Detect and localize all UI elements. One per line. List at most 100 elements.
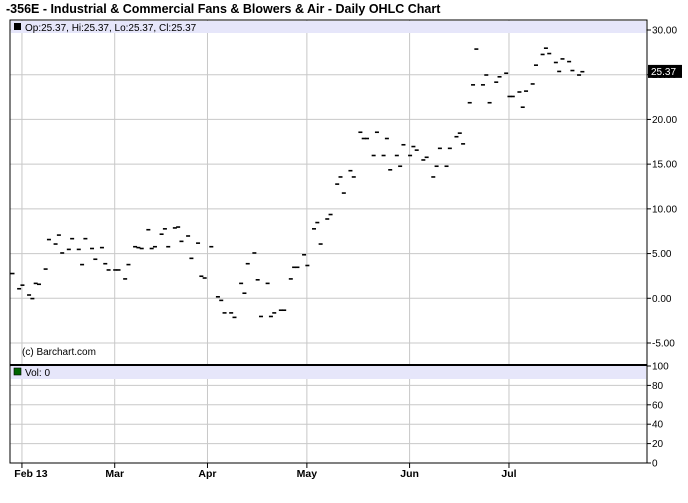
- ohlc-mark: [338, 176, 343, 178]
- ohlc-mark: [570, 69, 575, 72]
- price-tick-label: 20.00: [652, 115, 677, 126]
- volume-legend-band: [11, 366, 646, 379]
- price-tick-label: 30.00: [652, 26, 677, 37]
- ohlc-mark: [37, 283, 42, 286]
- volume-tick-label: 100: [652, 362, 669, 373]
- ohlc-mark: [533, 64, 538, 66]
- price-tick-label: -5.00: [652, 339, 675, 350]
- ohlc-mark: [288, 278, 293, 280]
- ohlc-mark: [278, 309, 283, 312]
- ohlc-mark: [457, 132, 462, 134]
- ohlc-mark: [189, 257, 194, 260]
- ohlc-mark: [381, 154, 386, 157]
- x-month-label: Jun: [400, 468, 419, 480]
- ohlc-mark: [17, 287, 22, 290]
- ohlc-legend-icon: [14, 23, 21, 30]
- ohlc-mark: [524, 90, 529, 92]
- ohlc-mark: [358, 131, 363, 134]
- ohlc-mark: [292, 266, 297, 269]
- ohlc-mark: [543, 47, 548, 49]
- volume-legend-label: Vol: 0: [25, 368, 50, 379]
- last-price-marker: 25.37: [648, 64, 682, 78]
- ohlc-mark: [229, 312, 234, 314]
- ohlc-mark: [553, 61, 558, 64]
- volume-panel-frame: [9, 364, 648, 464]
- ohlc-mark: [56, 234, 61, 236]
- ohlc-mark: [20, 284, 25, 286]
- ohlc-mark: [414, 149, 419, 151]
- ohlc-mark: [202, 277, 207, 279]
- volume-tick-label: 0: [652, 459, 658, 470]
- ohlc-mark: [146, 228, 151, 231]
- ohlc-mark: [116, 269, 121, 271]
- ohlc-mark: [520, 106, 525, 109]
- ohlc-mark: [252, 252, 257, 254]
- ohlc-mark: [474, 48, 479, 50]
- ohlc-mark: [398, 165, 403, 168]
- ohlc-mark: [215, 295, 220, 298]
- ohlc-mark: [162, 228, 167, 230]
- ohlc-mark: [152, 245, 157, 248]
- ohlc-mark: [431, 176, 436, 178]
- price-tick-label: 15.00: [652, 160, 677, 171]
- ohlc-mark: [384, 137, 389, 140]
- ohlc-mark: [219, 299, 224, 302]
- ohlc-mark: [315, 221, 320, 224]
- x-axis: Feb 13 Mar Apr May Jun Jul: [14, 463, 517, 480]
- ohlc-mark: [560, 58, 565, 60]
- ohlc-mark: [580, 70, 585, 73]
- ohlc-mark: [517, 91, 522, 93]
- ohlc-mark: [510, 95, 515, 98]
- ohlc-mark: [242, 292, 247, 295]
- ohlc-mark: [232, 316, 237, 319]
- x-month-label: Mar: [105, 468, 124, 480]
- ohlc-mark: [411, 145, 416, 148]
- ohlc-mark: [371, 154, 376, 157]
- ohlc-mark: [447, 147, 452, 150]
- ohlc-mark: [302, 253, 307, 256]
- ohlc-mark: [103, 262, 108, 265]
- ohlc-mark: [123, 278, 128, 280]
- volume-tick-label: 40: [652, 420, 664, 431]
- volume-tick-label: 60: [652, 400, 664, 411]
- price-tick-label: 5.00: [652, 249, 672, 260]
- ohlc-mark: [547, 52, 552, 55]
- price-legend-band: [11, 21, 646, 33]
- ohlc-mark: [139, 247, 144, 250]
- x-month-label: May: [297, 468, 318, 480]
- ohlc-mark: [268, 315, 273, 318]
- ohlc-mark: [159, 233, 164, 235]
- ohlc-mark: [255, 279, 260, 281]
- ohlc-mark: [179, 240, 184, 243]
- ohlc-mark: [361, 137, 366, 140]
- price-gridlines: [10, 20, 647, 365]
- ohlc-mark: [408, 154, 413, 157]
- x-month-label: Jul: [501, 468, 516, 480]
- last-price-label: 25.37: [651, 67, 676, 78]
- ohlc-mark: [394, 154, 399, 157]
- last-price-box: [648, 64, 682, 78]
- volume-panel-background: [10, 365, 647, 463]
- ohlc-mark: [540, 53, 545, 56]
- ohlc-mark: [245, 262, 250, 265]
- ohlc-mark: [494, 81, 499, 83]
- ohlc-mark: [136, 246, 141, 249]
- price-panel-background: [10, 20, 647, 365]
- ohlc-mark: [282, 309, 287, 312]
- ohlc-mark: [318, 243, 323, 245]
- ohlc-mark: [166, 245, 171, 248]
- ohlc-mark: [80, 263, 85, 266]
- watermark: (c) Barchart.com: [22, 347, 96, 358]
- ohlc-mark: [222, 312, 227, 314]
- ohlc-mark: [567, 60, 572, 63]
- ohlc-mark: [351, 176, 356, 178]
- ohlc-mark: [60, 252, 65, 254]
- ohlc-mark: [484, 74, 489, 76]
- ohlc-mark: [43, 268, 48, 270]
- ohlc-mark: [199, 275, 204, 278]
- ohlc-mark: [272, 312, 277, 314]
- ohlc-mark: [133, 245, 138, 248]
- ohlc-mark: [424, 156, 429, 159]
- ohlc-mark: [305, 264, 310, 267]
